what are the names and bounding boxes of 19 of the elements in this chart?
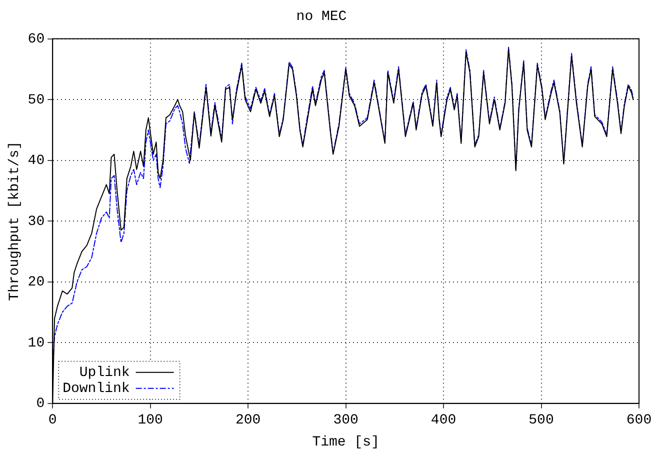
y-tick-label: 40: [28, 153, 45, 170]
y-tick-label: 60: [28, 32, 45, 48]
x-axis-title: Time [s]: [312, 434, 380, 450]
x-tick-label: 600: [626, 412, 652, 429]
y-axis-title: Throughput [kbit/s]: [7, 141, 24, 301]
legend-label: Downlink: [62, 381, 130, 398]
y-tick-label: 0: [36, 396, 45, 412]
y-tick-label: 10: [28, 335, 45, 352]
legend-label: Uplink: [79, 365, 130, 382]
chart-title: no MEC: [296, 9, 347, 26]
x-tick-label: 300: [333, 412, 358, 429]
x-tick-label: 0: [48, 412, 57, 429]
x-tick-label: 400: [430, 412, 456, 429]
y-tick-label: 30: [28, 214, 45, 230]
y-tick-label: 20: [28, 274, 45, 291]
x-tick-label: 100: [138, 412, 163, 429]
y-tick-label: 50: [28, 92, 45, 108]
x-tick-label: 200: [235, 412, 261, 429]
x-tick-label: 500: [528, 412, 554, 429]
